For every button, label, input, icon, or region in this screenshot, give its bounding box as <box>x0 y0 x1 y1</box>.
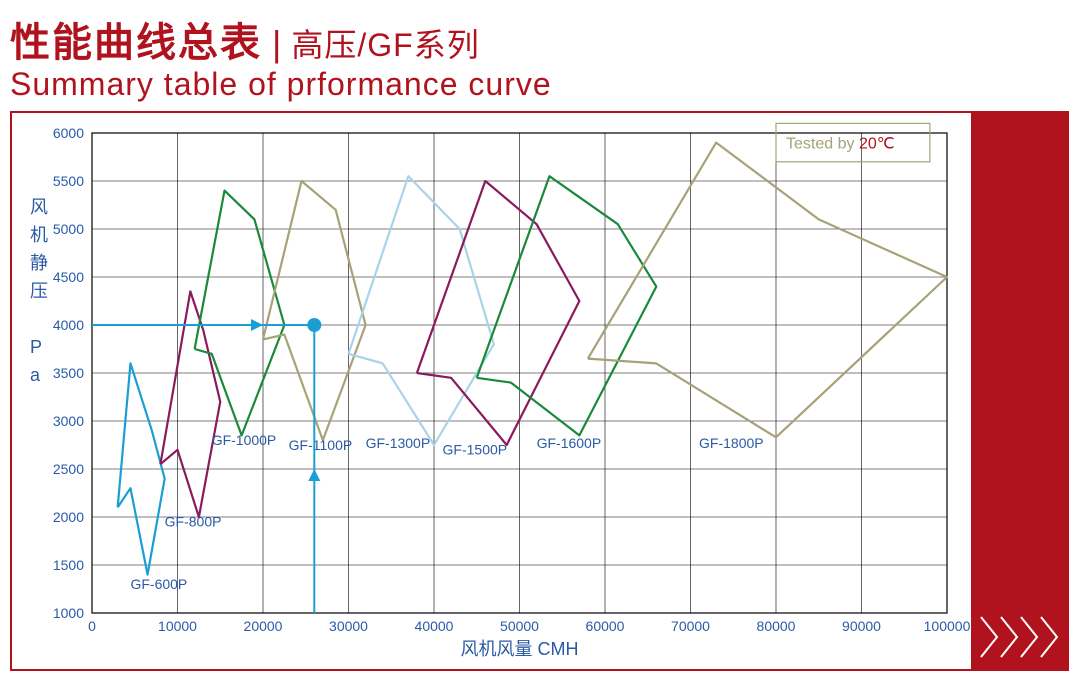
svg-text:6000: 6000 <box>53 125 84 141</box>
svg-text:10000: 10000 <box>158 618 197 634</box>
decor-strip <box>971 113 1067 669</box>
svg-text:风机静压 Pa: 风机静压 Pa <box>30 197 48 385</box>
chevron-icon <box>977 615 1061 659</box>
svg-text:30000: 30000 <box>329 618 368 634</box>
svg-text:GF-1800P: GF-1800P <box>699 435 764 451</box>
svg-text:GF-800P: GF-800P <box>165 514 222 530</box>
svg-text:GF-1000P: GF-1000P <box>212 432 277 448</box>
svg-text:100000: 100000 <box>924 618 971 634</box>
svg-text:5000: 5000 <box>53 221 84 237</box>
svg-text:3500: 3500 <box>53 365 84 381</box>
svg-text:60000: 60000 <box>586 618 625 634</box>
svg-text:2000: 2000 <box>53 509 84 525</box>
title-main: 性能曲线总表 <box>10 10 262 68</box>
title-sub: 高压/GF系列 <box>291 20 479 66</box>
svg-text:GF-1600P: GF-1600P <box>537 435 602 451</box>
svg-text:GF-1500P: GF-1500P <box>443 442 508 458</box>
svg-text:0: 0 <box>88 618 96 634</box>
svg-text:2500: 2500 <box>53 461 84 477</box>
svg-text:GF-600P: GF-600P <box>130 576 187 592</box>
svg-text:Tested by 20℃: Tested by 20℃ <box>786 136 895 153</box>
svg-text:90000: 90000 <box>842 618 881 634</box>
svg-text:4500: 4500 <box>53 269 84 285</box>
plot-zone: 0 10000 20000 30000 40000 50000 60000 70000 8000… <box>12 113 971 669</box>
title-separator: | <box>272 23 281 65</box>
svg-text:1000: 1000 <box>53 605 84 621</box>
svg-text:40000: 40000 <box>415 618 454 634</box>
chart-container: 0 10000 20000 30000 40000 50000 60000 70000 8000… <box>10 111 1069 671</box>
page: 性能曲线总表 | 高压/GF系列 Summary table of prform… <box>10 10 1069 690</box>
svg-text:4000: 4000 <box>53 317 84 333</box>
performance-chart: 0 10000 20000 30000 40000 50000 60000 70000 8000… <box>12 113 971 669</box>
svg-text:GF-1300P: GF-1300P <box>366 435 431 451</box>
svg-text:50000: 50000 <box>500 618 539 634</box>
svg-text:80000: 80000 <box>757 618 796 634</box>
svg-text:20000: 20000 <box>244 618 283 634</box>
svg-text:3000: 3000 <box>53 413 84 429</box>
svg-text:70000: 70000 <box>671 618 710 634</box>
title-row: 性能曲线总表 | 高压/GF系列 <box>10 10 1069 68</box>
svg-text:GF-1100P: GF-1100P <box>289 437 353 453</box>
svg-text:5500: 5500 <box>53 173 84 189</box>
svg-text:风机风量 CMH: 风机风量 CMH <box>461 639 579 659</box>
subtitle: Summary table of prformance curve <box>10 66 1069 103</box>
svg-text:1500: 1500 <box>53 557 84 573</box>
